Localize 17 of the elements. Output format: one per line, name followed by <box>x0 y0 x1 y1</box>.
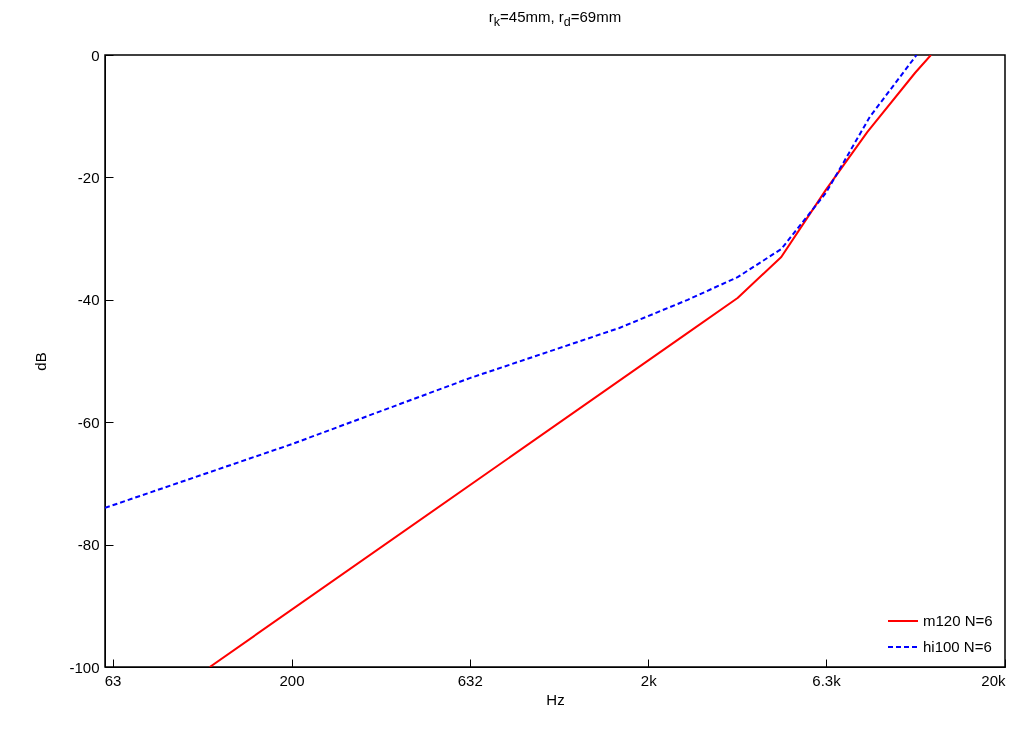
y-tick-label: -40 <box>77 291 100 309</box>
x-axis-title: Hz <box>546 690 565 708</box>
y-axis-title: dB <box>32 352 50 371</box>
x-tick-label: 63 <box>104 671 122 689</box>
x-tick-label: 200 <box>279 671 305 689</box>
x-tick-label: 632 <box>457 671 483 689</box>
x-tick-label: 6.3k <box>812 671 842 689</box>
legend-label: hi100 N=6 <box>923 638 992 655</box>
x-tick-label: 2k <box>640 671 658 689</box>
legend-label: m120 N=6 <box>923 612 993 629</box>
y-tick-label: -60 <box>77 413 100 431</box>
x-tick-label: 20k <box>981 671 1006 689</box>
y-tick-label: 0 <box>91 46 100 64</box>
y-tick-label: -20 <box>77 168 100 186</box>
y-tick-label: -80 <box>77 536 100 554</box>
chart-title: r$_{k}$=45mm, r$_{d}$=69mm <box>487 8 623 29</box>
y-tick-label: -100 <box>69 658 100 676</box>
